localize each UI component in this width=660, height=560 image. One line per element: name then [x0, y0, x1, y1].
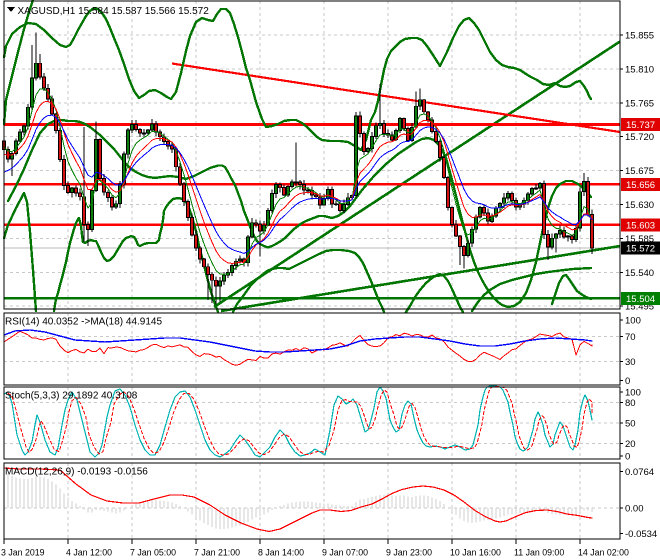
svg-text:100: 100: [625, 316, 641, 327]
svg-text:15.810: 15.810: [625, 64, 654, 75]
svg-text:15.585: 15.585: [625, 234, 654, 245]
svg-text:80: 80: [625, 398, 636, 409]
svg-text:0.0764: 0.0764: [625, 467, 654, 478]
svg-text:20: 20: [625, 439, 636, 450]
svg-text:4 Jan 12:00: 4 Jan 12:00: [66, 548, 112, 558]
svg-text:15.495: 15.495: [625, 302, 654, 313]
svg-text:15.504: 15.504: [626, 294, 655, 305]
svg-text:15.630: 15.630: [625, 200, 654, 211]
svg-text:10 Jan 16:00: 10 Jan 16:00: [450, 548, 501, 558]
svg-text:15.855: 15.855: [625, 31, 654, 42]
svg-text:0: 0: [625, 376, 630, 387]
svg-text:9 Jan 07:00: 9 Jan 07:00: [322, 548, 368, 558]
svg-text:11 Jan 09:00: 11 Jan 09:00: [514, 548, 564, 558]
svg-text:8 Jan 14:00: 8 Jan 14:00: [258, 548, 304, 558]
svg-text:7 Jan 21:00: 7 Jan 21:00: [194, 548, 240, 558]
svg-text:15.540: 15.540: [625, 268, 654, 279]
svg-text:-0.0534: -0.0534: [625, 529, 657, 540]
svg-text:14 Jan 02:00: 14 Jan 02:00: [578, 548, 629, 558]
svg-text:15.656: 15.656: [626, 180, 655, 191]
svg-text:RSI(14) 40.0352 ->MA(18) 44.9: RSI(14) 40.0352 ->MA(18) 44.9145: [5, 317, 162, 328]
svg-text:XAGUSD,H1 15.584 15.587 15.56: XAGUSD,H1 15.584 15.587 15.566 15.572: [18, 6, 210, 17]
svg-text:100: 100: [625, 388, 641, 399]
svg-text:15.765: 15.765: [625, 98, 654, 109]
svg-text:0.00: 0.00: [625, 504, 644, 515]
svg-text:15.572: 15.572: [626, 244, 655, 255]
svg-text:30: 30: [625, 357, 636, 368]
svg-text:9 Jan 23:00: 9 Jan 23:00: [386, 548, 432, 558]
svg-text:15.603: 15.603: [626, 220, 655, 231]
svg-text:70: 70: [625, 332, 636, 343]
svg-text:15.737: 15.737: [626, 120, 655, 131]
svg-text:15.675: 15.675: [625, 166, 654, 177]
svg-text:MACD(12,26,9) -0.0193 -0.0156: MACD(12,26,9) -0.0193 -0.0156: [5, 467, 148, 478]
svg-text:15.720: 15.720: [625, 132, 654, 143]
svg-text:Stoch(5,3,3) 29.1892 40.3108: Stoch(5,3,3) 29.1892 40.3108: [5, 391, 138, 402]
svg-text:0: 0: [625, 452, 630, 463]
svg-text:3 Jan 2019: 3 Jan 2019: [1, 548, 45, 558]
svg-text:7 Jan 05:00: 7 Jan 05:00: [130, 548, 176, 558]
svg-text:50: 50: [625, 419, 636, 430]
